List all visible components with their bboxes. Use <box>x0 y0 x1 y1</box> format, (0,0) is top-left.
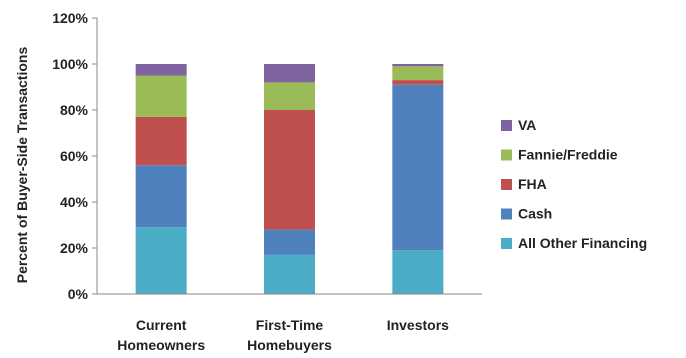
legend-swatch <box>501 149 512 161</box>
legend-item: VA <box>501 117 536 133</box>
y-tick-label: 100% <box>52 56 88 72</box>
legend-label: Fannie/Freddie <box>518 147 618 163</box>
legend-swatch <box>501 179 512 190</box>
y-tick-label: 60% <box>60 148 89 164</box>
x-tick-label-line: Homebuyers <box>247 337 332 353</box>
legend-label: FHA <box>518 176 547 192</box>
bar-segment-fha <box>392 80 444 85</box>
bars-group <box>135 64 444 294</box>
x-axis-labels: Current Homeowners First-Time Homebuyers Inv… <box>117 317 449 353</box>
bar-segment-cash <box>135 165 187 228</box>
legend-label: VA <box>518 117 536 133</box>
bar-segment-va <box>135 64 187 76</box>
legend-item: FHA <box>501 176 547 192</box>
bar-segment-cash <box>392 84 444 251</box>
x-tick-label-line: First-Time <box>256 317 324 333</box>
y-axis-title: Percent of Buyer-Side Transactions <box>14 47 30 284</box>
bar-segment-va <box>392 64 444 67</box>
x-tick-label-line: Current <box>136 317 187 333</box>
legend-label: All Other Financing <box>518 235 647 251</box>
bar-segment-fha <box>135 116 187 166</box>
axes-group <box>96 18 482 295</box>
y-axis-ticks: 0% 20% 40% 60% 80% 100% 120% <box>52 10 97 302</box>
legend-item: All Other Financing <box>501 235 647 251</box>
legend-item: Cash <box>501 206 552 222</box>
bar-segment-fannie-freddie <box>264 82 315 110</box>
legend-swatch <box>501 120 512 131</box>
bar-segment-fannie-freddie <box>392 66 444 81</box>
bar-segment-fha <box>264 110 315 230</box>
bar-segment-all-other-financing <box>264 254 315 294</box>
y-tick-label: 0% <box>68 286 89 302</box>
y-tick-label: 20% <box>60 240 89 256</box>
x-tick-label-line: Homeowners <box>117 337 205 353</box>
bar-segment-va <box>264 64 315 83</box>
y-axis-title-group: Percent of Buyer-Side Transactions <box>14 47 30 284</box>
x-tick-label: Investors <box>387 317 449 333</box>
x-tick-label: Current Homeowners <box>117 317 205 353</box>
x-tick-label-line: Investors <box>387 317 449 333</box>
y-tick-label: 40% <box>60 194 89 210</box>
bar-segment-all-other-financing <box>135 227 187 294</box>
x-tick-label: First-Time Homebuyers <box>247 317 332 353</box>
legend-swatch <box>501 238 512 249</box>
legend-item: Fannie/Freddie <box>501 147 618 163</box>
bar-segment-cash <box>264 229 315 255</box>
y-tick-label: 120% <box>52 10 88 26</box>
legend-label: Cash <box>518 206 552 222</box>
y-tick-label: 80% <box>60 102 89 118</box>
legend: VA Fannie/Freddie FHA Cash All Other Financi… <box>501 117 647 251</box>
legend-swatch <box>501 208 512 220</box>
bar-segment-all-other-financing <box>392 250 444 294</box>
bar-segment-fannie-freddie <box>135 75 187 117</box>
